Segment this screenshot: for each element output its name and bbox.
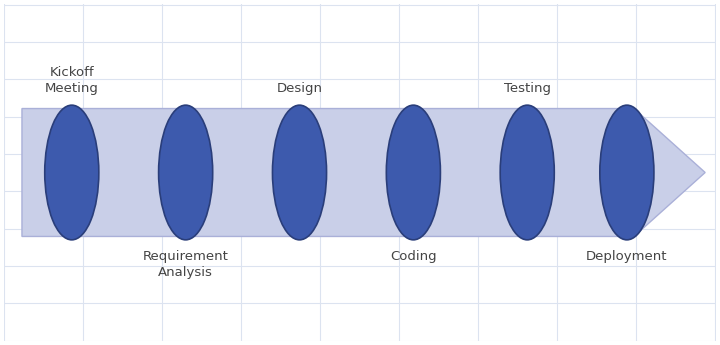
Text: Deployment: Deployment [586, 250, 667, 263]
Ellipse shape [500, 105, 554, 240]
Ellipse shape [387, 105, 441, 240]
Ellipse shape [158, 105, 212, 240]
Text: Design: Design [276, 82, 323, 95]
Text: Requirement
Analysis: Requirement Analysis [143, 250, 228, 279]
Ellipse shape [272, 105, 327, 240]
Polygon shape [22, 109, 705, 236]
Text: Coding: Coding [390, 250, 437, 263]
Text: Kickoff
Meeting: Kickoff Meeting [45, 66, 99, 95]
Text: Testing: Testing [504, 82, 551, 95]
Ellipse shape [45, 105, 99, 240]
Ellipse shape [600, 105, 654, 240]
